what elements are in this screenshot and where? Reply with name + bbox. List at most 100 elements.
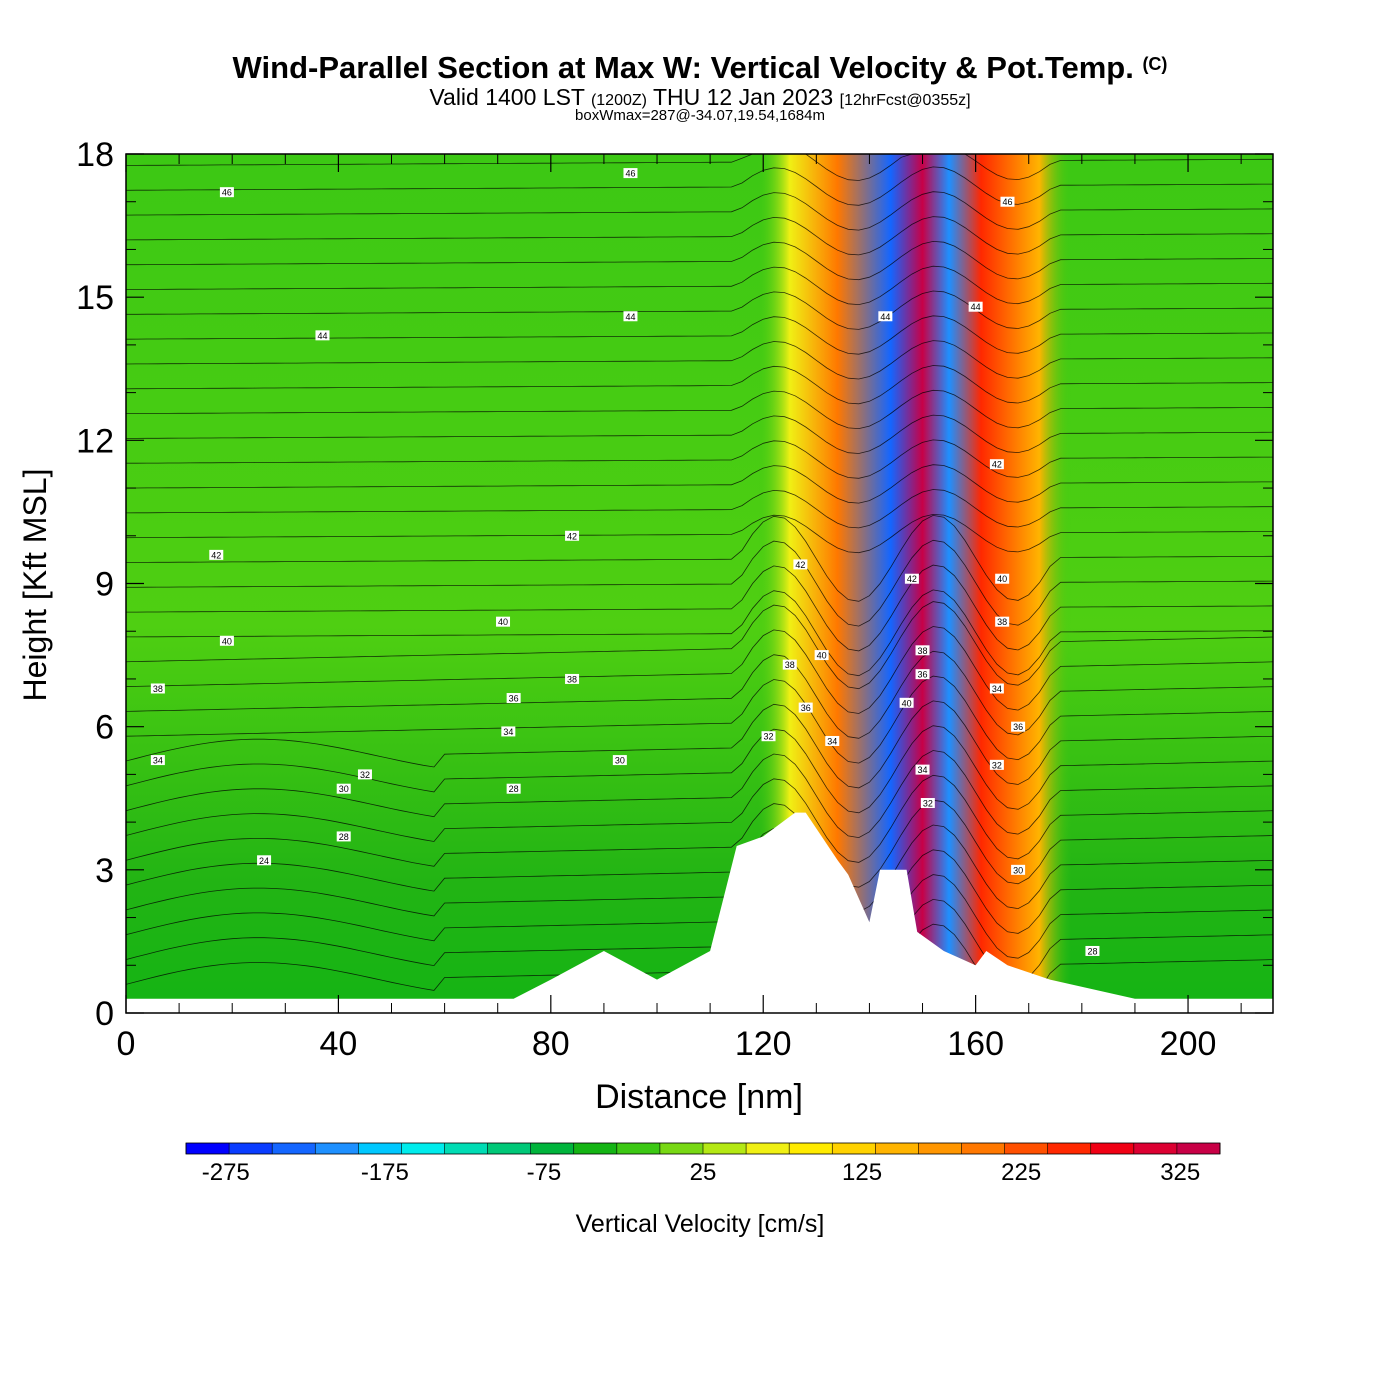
colorbar-swatch <box>186 1143 230 1154</box>
theta-contour-line <box>126 489 1273 529</box>
contour-label-text: 46 <box>625 169 635 179</box>
contour-label: 44 <box>623 311 638 322</box>
contour-label: 40 <box>814 650 829 661</box>
theta-contour-line <box>126 750 1273 839</box>
colorbar-tick-label: -175 <box>361 1159 409 1186</box>
contour-label: 38 <box>565 673 580 684</box>
theta-contour-line <box>126 725 1273 814</box>
contour-label-text: 34 <box>918 765 928 775</box>
contour-label: 30 <box>336 783 351 794</box>
theta-contour-line <box>126 898 1273 987</box>
colorbar-swatch <box>315 1143 359 1154</box>
contour-label-text: 40 <box>817 651 827 661</box>
contour-labels: 46 46 46 44 44 44 44 42 42 42 42 42 40 40 40 40 40 38 38 38… <box>150 168 1100 956</box>
theta-contour-line <box>126 774 1273 863</box>
contour-label-text: 34 <box>503 727 513 737</box>
contour-label-text: 40 <box>498 617 508 627</box>
colorbar-swatch <box>659 1143 704 1154</box>
terrain <box>126 812 1273 1013</box>
y-tick-label: 9 <box>95 566 114 604</box>
contour-label: 38 <box>782 659 797 670</box>
y-tick-label: 6 <box>95 709 114 747</box>
contour-label: 30 <box>1011 864 1026 875</box>
colorbar-swatch <box>789 1143 833 1154</box>
valid-date: THU 12 Jan 2023 <box>652 84 834 110</box>
contour-label: 40 <box>899 697 914 708</box>
contour-label-text: 36 <box>1013 722 1023 732</box>
theta-contour-line <box>126 365 1273 405</box>
theta-contour-line <box>126 700 1273 789</box>
theta-contour-line <box>126 464 1273 504</box>
contour-label-text: 38 <box>997 617 1007 627</box>
contour-label: 36 <box>798 702 813 713</box>
contour-label-text: 36 <box>801 703 811 713</box>
contour-label: 42 <box>989 459 1004 470</box>
x-tick-label: 200 <box>1160 1025 1217 1063</box>
y-axis-label: Height [Kft MSL] <box>17 469 53 702</box>
theta-contour-line <box>126 216 1273 256</box>
contour-label-text: 42 <box>992 460 1002 470</box>
contour-label-text: 30 <box>339 784 349 794</box>
contour-label: 46 <box>219 187 234 198</box>
colorbar-swatch <box>961 1143 1006 1154</box>
colorbar-swatch <box>1004 1143 1049 1154</box>
contour-label-text: 38 <box>785 660 795 670</box>
theta-contour-line <box>126 824 1273 913</box>
contour-label-text: 30 <box>615 756 625 766</box>
colorbar-swatch <box>1090 1143 1135 1154</box>
colorbar-tick-label: 325 <box>1160 1159 1200 1186</box>
contour-label-text: 24 <box>259 856 269 866</box>
copyright-mark: (C) <box>1142 54 1168 74</box>
contour-label: 36 <box>915 669 930 680</box>
contour-label-text: 46 <box>1002 197 1012 207</box>
contour-label: 40 <box>496 616 511 627</box>
theta-contour-line <box>126 874 1273 963</box>
colorbar-swatch <box>229 1143 273 1154</box>
contour-label: 34 <box>989 683 1004 694</box>
colorbar-swatch <box>272 1143 316 1154</box>
contour-label: 40 <box>219 635 234 646</box>
y-tick-label: 3 <box>95 852 114 890</box>
colorbar-tick-label: 125 <box>842 1159 882 1186</box>
contour-label: 42 <box>793 559 808 570</box>
colorbar-swatch <box>487 1143 532 1154</box>
contour-label: 36 <box>1011 721 1026 732</box>
contour-label: 44 <box>878 311 893 322</box>
contour-label-text: 42 <box>907 574 917 584</box>
contour-label-text: 36 <box>509 694 519 704</box>
contour-label-text: 28 <box>339 832 349 842</box>
theta-contour-line <box>126 514 1273 602</box>
contour-label: 32 <box>920 798 935 809</box>
colorbar-swatch <box>703 1143 747 1154</box>
contour-label-text: 32 <box>764 732 774 742</box>
contour-label-text: 44 <box>971 302 981 312</box>
colorbar-swatch <box>832 1143 876 1154</box>
y-tick-label: 18 <box>76 136 114 174</box>
theta-contour-line <box>126 513 1273 554</box>
theta-contour-line <box>126 601 1273 690</box>
contour-label: 28 <box>336 831 351 842</box>
contour-label: 36 <box>506 693 521 704</box>
contour-label: 46 <box>1000 196 1015 207</box>
contour-label-text: 38 <box>918 646 928 656</box>
contour-label: 44 <box>315 330 330 341</box>
contour-label-text: 38 <box>153 684 163 694</box>
theta-contour-line <box>126 799 1273 888</box>
theta-contour-line <box>126 849 1273 938</box>
valid-utc: (1200Z) <box>590 92 647 109</box>
contour-label-text: 34 <box>153 756 163 766</box>
contour-label-text: 40 <box>997 574 1007 584</box>
theta-contour-line <box>126 166 1273 206</box>
theta-contour-line <box>126 564 1273 652</box>
contour-label: 38 <box>995 616 1010 627</box>
contour-label-text: 42 <box>795 560 805 570</box>
colorbar-swatch <box>746 1143 790 1154</box>
contour-label-text: 28 <box>509 784 519 794</box>
theta-contour-line <box>126 626 1273 714</box>
x-axis-label: Distance [nm] <box>595 1078 803 1116</box>
colorbar-tick-label: -75 <box>527 1159 562 1186</box>
contour-label: 40 <box>995 573 1010 584</box>
y-tick-label: 15 <box>76 279 114 317</box>
contour-label: 32 <box>357 769 372 780</box>
